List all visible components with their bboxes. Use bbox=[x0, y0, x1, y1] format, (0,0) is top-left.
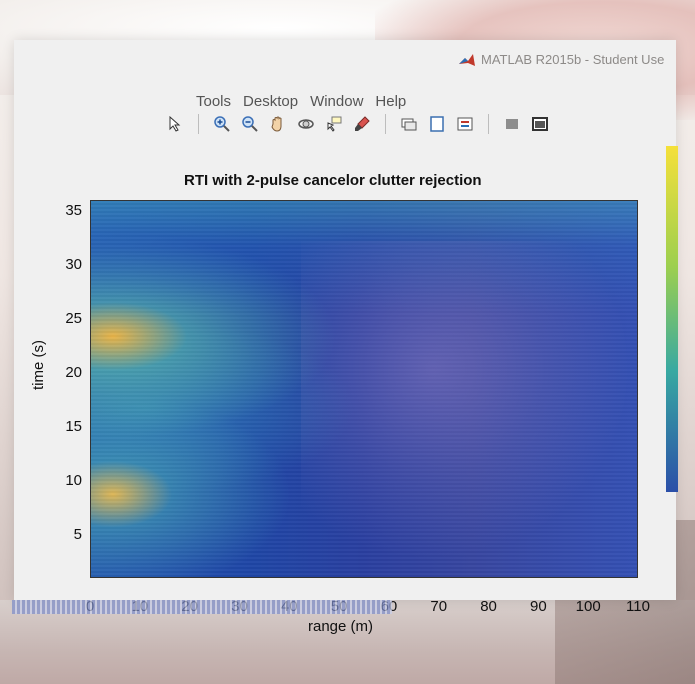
show-plot-tools-icon[interactable] bbox=[454, 113, 476, 135]
brush-icon[interactable] bbox=[351, 113, 373, 135]
y-tick-label: 15 bbox=[65, 417, 82, 435]
figure-toolbar bbox=[164, 110, 614, 138]
x-tick-label: 70 bbox=[430, 598, 448, 615]
hide-plot-tools-icon[interactable] bbox=[426, 113, 448, 135]
menu-tools[interactable]: Tools bbox=[196, 92, 232, 110]
x-tick-label: 80 bbox=[480, 598, 497, 615]
y-tick-label: 5 bbox=[73, 525, 82, 543]
app-title-text: MATLAB R2015b - Student Use bbox=[481, 52, 665, 67]
y-tick-label: 35 bbox=[65, 201, 82, 219]
toolbar-separator bbox=[385, 114, 386, 134]
y-tick-label: 30 bbox=[65, 255, 82, 273]
figure-canvas: RTI with 2-pulse cancelor clutter reject… bbox=[14, 140, 676, 635]
heatmap-axes[interactable] bbox=[90, 200, 638, 578]
menu-window[interactable]: Window bbox=[310, 92, 364, 110]
window-titlebar: MATLAB R2015b - Student Use bbox=[14, 40, 676, 92]
heatmap-image bbox=[91, 201, 637, 577]
menu-bar: Tools Desktop Window Help bbox=[14, 90, 676, 112]
data-cursor-icon[interactable] bbox=[323, 113, 345, 135]
screen-reflection bbox=[301, 241, 631, 561]
x-tick-label: 110 bbox=[626, 598, 650, 615]
menu-help[interactable]: Help bbox=[375, 92, 407, 110]
pointer-arrow-icon[interactable] bbox=[164, 113, 186, 135]
link-plot-icon[interactable] bbox=[398, 113, 420, 135]
matlab-figure-window: MATLAB R2015b - Student Use Tools Deskto… bbox=[14, 40, 678, 635]
app-title: MATLAB R2015b - Student Use bbox=[459, 52, 664, 67]
zoom-in-icon[interactable] bbox=[211, 113, 233, 135]
x-axis-label: range (m) bbox=[308, 618, 374, 635]
zoom-out-icon[interactable] bbox=[239, 113, 261, 135]
gray-box-icon[interactable] bbox=[501, 113, 523, 135]
y-tick-label: 10 bbox=[65, 471, 82, 489]
plot-title: RTI with 2-pulse cancelor clutter reject… bbox=[184, 172, 482, 189]
y-tick-label: 25 bbox=[65, 309, 82, 327]
x-tick-label: 100 bbox=[575, 598, 601, 615]
pan-hand-icon[interactable] bbox=[267, 113, 289, 135]
y-tick-label: 20 bbox=[65, 363, 82, 381]
y-axis-label: time (s) bbox=[30, 340, 47, 390]
dock-icon[interactable] bbox=[529, 113, 551, 135]
toolbar-separator bbox=[488, 114, 489, 134]
colorbar[interactable] bbox=[666, 146, 678, 492]
rotate-3d-icon[interactable] bbox=[295, 113, 317, 135]
screen-ruler-strip bbox=[12, 600, 392, 614]
toolbar-separator bbox=[198, 114, 199, 134]
heatmap-scanlines bbox=[91, 201, 637, 577]
x-tick-label: 90 bbox=[530, 598, 547, 615]
matlab-logo-icon bbox=[459, 53, 475, 66]
menu-desktop[interactable]: Desktop bbox=[243, 92, 299, 110]
